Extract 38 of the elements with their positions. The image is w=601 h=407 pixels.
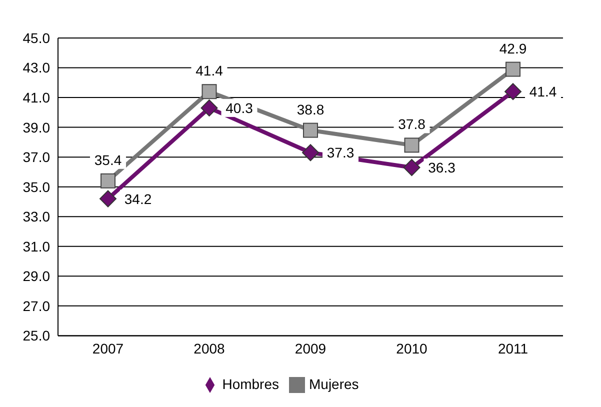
y-tick-label: 25.0 (22, 328, 50, 344)
point (100, 173, 116, 188)
data-label: 37.3 (326, 144, 354, 161)
point (100, 190, 116, 208)
data-label: 42.9 (499, 40, 527, 56)
point (403, 159, 420, 176)
point (303, 122, 318, 138)
x-tick-label: 2008 (194, 340, 226, 357)
y-tick-label: 27.0 (22, 298, 50, 314)
y-tick-label: 39.0 (22, 119, 50, 136)
y-tick-label: 29.0 (22, 268, 50, 284)
data-label: 35.4 (94, 152, 122, 168)
legend-label: Mujeres (309, 376, 359, 392)
data-label: 38.8 (296, 101, 324, 118)
x-tick-label: 2009 (294, 340, 326, 357)
point (506, 62, 520, 77)
point (202, 84, 217, 100)
x-tick-label: 2007 (92, 340, 124, 357)
y-tick-label: 41.0 (22, 90, 50, 106)
data-label: 41.4 (196, 62, 224, 79)
y-tick-label: 37.0 (22, 149, 50, 166)
point (302, 144, 319, 162)
data-label: 34.2 (124, 190, 152, 207)
point (504, 83, 522, 100)
legend-label: Hombres (222, 376, 279, 392)
y-tick-label: 35.0 (22, 178, 50, 195)
y-tick-label: 43.0 (22, 60, 50, 76)
data-label: 41.4 (529, 84, 557, 100)
point (200, 99, 218, 116)
y-tick-label: 33.0 (22, 208, 50, 225)
data-label: 37.8 (398, 116, 426, 132)
x-tick-label: 2010 (396, 340, 428, 357)
y-tick-label: 31.0 (22, 238, 50, 254)
x-tick-label: 2011 (498, 340, 528, 357)
y-tick-label: 45.0 (22, 30, 50, 46)
point (404, 138, 420, 153)
data-label: 40.3 (226, 100, 254, 116)
data-label: 36.3 (428, 160, 456, 176)
